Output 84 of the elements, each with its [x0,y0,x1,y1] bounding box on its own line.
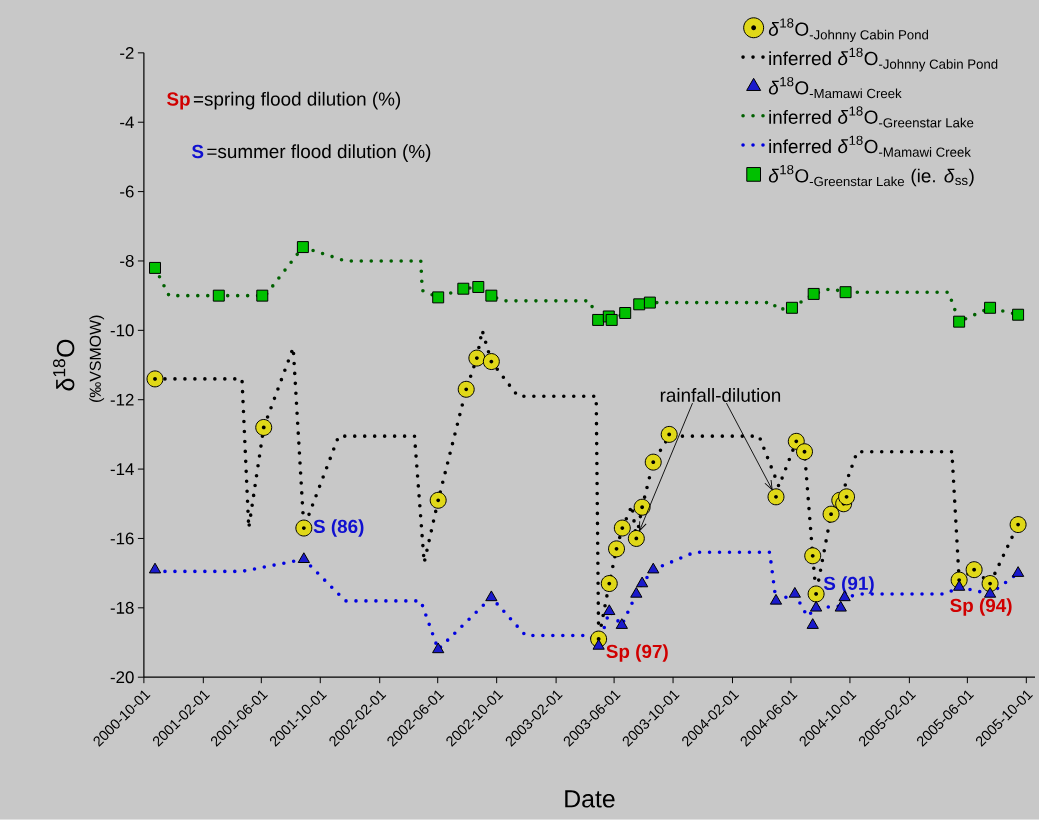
point [485,590,498,602]
point [592,314,605,327]
y-axis-title: δ$^{18}$O [53,339,75,391]
point [615,618,628,629]
x-axis-title: Date [565,790,615,808]
annotation: Sp [167,92,190,110]
text: (‰VSMOW) [89,315,105,403]
point [432,642,445,654]
point [839,286,852,299]
legend-label: $\delta^{18}\text{O}_{\text{-Mamawi Creek}}$ [768,77,902,99]
point [984,301,997,314]
y-tick-label: -10 [110,324,134,337]
point [432,291,445,304]
point [429,491,447,509]
point [636,576,649,588]
annotation: S (91) [823,576,874,594]
y-tick-label: -16 [110,532,134,545]
point [785,301,798,314]
point [643,296,656,309]
point [619,307,632,320]
point [630,587,643,598]
point [796,443,813,461]
point [983,587,997,598]
y-tick-label: -2 [120,47,134,59]
point [603,604,616,616]
point [834,600,847,612]
point [482,353,500,371]
y-tick-label: -4 [120,116,134,129]
point [146,370,164,388]
point [295,519,313,537]
point [608,540,625,558]
y-tick-label: -6 [120,185,134,198]
point [472,281,485,294]
point [605,314,618,327]
point [953,315,966,328]
point [457,380,475,398]
point [255,419,273,437]
annotation: Sp (97) [606,644,668,662]
point [644,453,662,471]
annotation: =spring flood dilution (%) [193,91,401,110]
point [613,519,631,537]
point [807,288,820,300]
point [468,349,486,367]
legend-label: $\text{inferred }\delta^{18}\text{O}_{\text{-Mamawi Creek}}$ [769,135,971,157]
legend-label: $\text{inferred }\delta^{18}\text{O}_{\text{-Johnny Cabin Pond}}$ [769,47,998,72]
annotation: S [191,144,204,159]
legend-label: $\text{inferred }\delta^{18}\text{O}_{\text{-Greenstar Lake}}$ [769,106,974,128]
point [1012,308,1025,321]
point [804,547,822,565]
point [148,562,162,574]
point [600,575,618,593]
point [1011,566,1025,577]
y-tick-label: -14 [110,463,134,475]
point [212,289,225,302]
point [806,618,819,629]
point [660,426,678,443]
y-tick-label: -8 [120,255,134,268]
legend-label: $\delta^{18}\text{O}_{\text{-Greenstar Lake}}\text{ (ie. }\delta_{\text{ss}}\text{)}$ [768,165,974,187]
point [297,552,310,564]
legend-label: $\delta^{18}\text{O}_{\text{-Johnny Cabin Pond}}$ [768,18,929,43]
point [256,289,269,302]
point [627,530,645,548]
annotation: S (86) [313,519,364,537]
point [822,505,840,523]
y-tick-label: -12 [110,393,134,406]
y-tick-label: -18 [110,601,134,614]
point [767,488,785,506]
point [807,585,825,603]
point [788,587,801,598]
point [647,562,660,574]
point [149,262,161,274]
annotation: rainfall-dilution [660,388,781,403]
point [485,289,498,302]
point [457,282,470,295]
point [838,488,856,506]
point [153,377,157,381]
y-tick-label: -20 [110,671,134,684]
annotation: Sp (94) [950,598,1012,616]
point [769,594,783,605]
point [633,298,646,311]
point [809,600,823,612]
point [965,561,983,579]
annotation: =summer flood dilution (%) [207,144,431,162]
point [296,241,309,254]
